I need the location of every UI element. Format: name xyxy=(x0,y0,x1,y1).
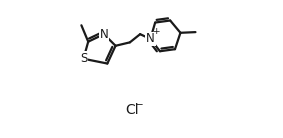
Text: +: + xyxy=(152,27,160,36)
Text: Cl: Cl xyxy=(125,103,139,117)
Text: S: S xyxy=(80,52,87,65)
Text: N: N xyxy=(100,28,108,41)
Text: −: − xyxy=(135,99,144,110)
Text: N: N xyxy=(146,32,155,45)
